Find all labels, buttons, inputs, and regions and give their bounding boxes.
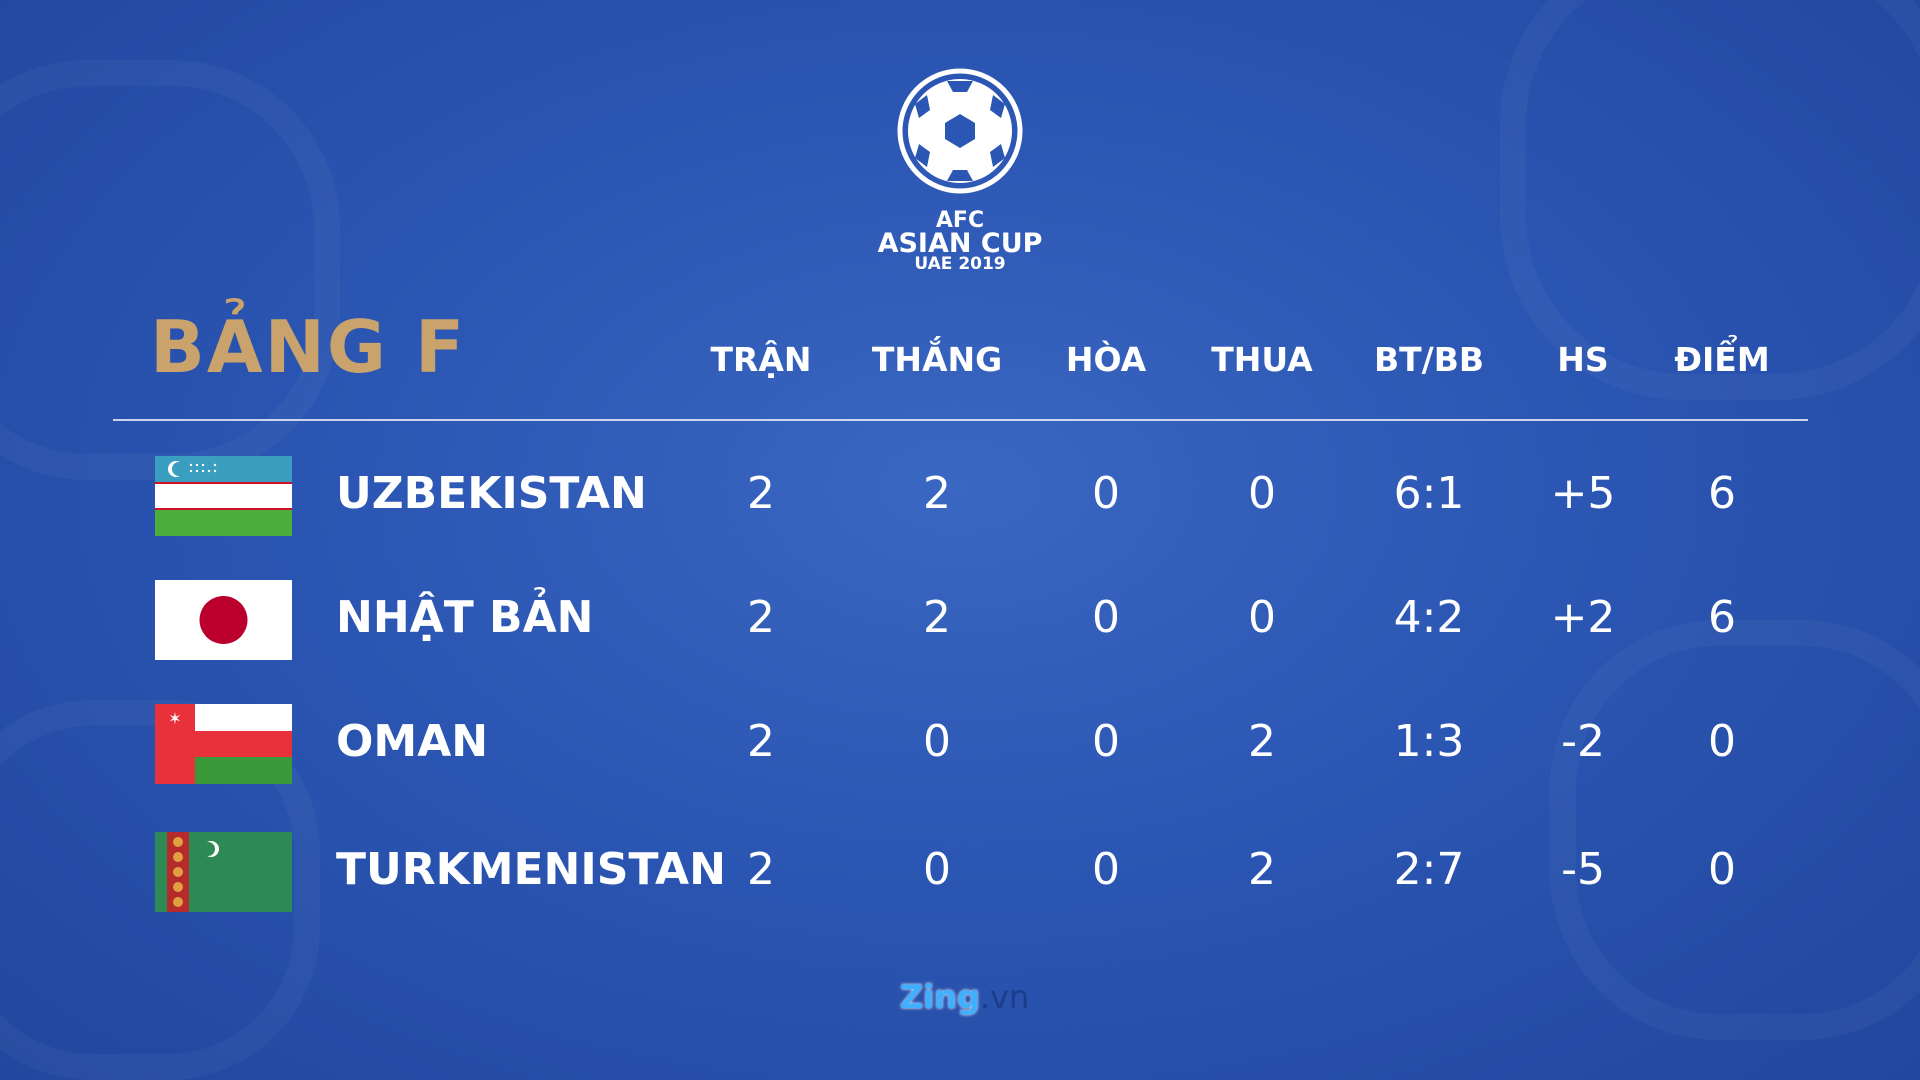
- cell-won: 0: [923, 716, 951, 767]
- cell-lost: 2: [1248, 716, 1276, 767]
- header-lost: THUA: [1211, 340, 1313, 379]
- zing-logo: Zing.vn: [900, 978, 1029, 1016]
- header-drawn: HÒA: [1065, 340, 1147, 379]
- table-row: NHẬT BẢN 2 2 0 0 4:2 +2 6: [0, 570, 1920, 670]
- team-name: TURKMENISTAN: [336, 844, 726, 895]
- header-won: THẮNG: [871, 340, 1003, 379]
- cell-goal-difference: -5: [1561, 844, 1605, 895]
- header-points: ĐIỂM: [1674, 340, 1770, 379]
- cell-goals: 4:2: [1393, 592, 1465, 643]
- uzbekistan-flag-icon: [155, 456, 292, 536]
- cell-goal-difference: +2: [1550, 592, 1616, 643]
- cell-drawn: 0: [1092, 468, 1120, 519]
- cell-drawn: 0: [1092, 844, 1120, 895]
- cell-points: 6: [1708, 592, 1736, 643]
- cell-played: 2: [747, 716, 775, 767]
- cell-goals: 6:1: [1393, 468, 1465, 519]
- cell-goal-difference: -2: [1561, 716, 1605, 767]
- logo-uae-2019: UAE 2019: [914, 254, 1006, 274]
- cell-played: 2: [747, 844, 775, 895]
- cell-lost: 2: [1248, 844, 1276, 895]
- table-row: ✶ OMAN 2 0 0 2 1:3 -2 0: [0, 694, 1920, 794]
- japan-flag-icon: [155, 580, 292, 660]
- zing-brand: Zing: [900, 978, 980, 1016]
- team-name: NHẬT BẢN: [336, 592, 594, 643]
- afc-ball-logo-icon: [897, 68, 1023, 194]
- cell-goals: 2:7: [1393, 844, 1465, 895]
- header-played: TRẬN: [710, 340, 812, 379]
- group-title: BẢNG F: [150, 305, 467, 389]
- table-row: TURKMENISTAN 2 0 0 2 2:7 -5 0: [0, 822, 1920, 922]
- cell-won: 2: [923, 468, 951, 519]
- cell-won: 2: [923, 592, 951, 643]
- cell-drawn: 0: [1092, 716, 1120, 767]
- cell-goal-difference: +5: [1550, 468, 1616, 519]
- table-row: UZBEKISTAN 2 2 0 0 6:1 +5 6: [0, 446, 1920, 546]
- logo-asian-cup: ASIAN CUP: [877, 228, 1043, 259]
- oman-flag-icon: ✶: [155, 704, 292, 784]
- cell-lost: 0: [1248, 592, 1276, 643]
- team-name: OMAN: [336, 716, 489, 767]
- cell-points: 0: [1708, 716, 1736, 767]
- cell-goals: 1:3: [1393, 716, 1465, 767]
- header-divider: [113, 419, 1808, 421]
- cell-points: 6: [1708, 468, 1736, 519]
- zing-suffix: .vn: [979, 978, 1030, 1016]
- cell-won: 0: [923, 844, 951, 895]
- header-goals: BT/BB: [1373, 340, 1485, 379]
- header-goal-difference: HS: [1557, 340, 1609, 379]
- cell-drawn: 0: [1092, 592, 1120, 643]
- turkmenistan-flag-icon: [155, 832, 292, 912]
- team-name: UZBEKISTAN: [336, 468, 647, 519]
- cell-played: 2: [747, 468, 775, 519]
- cell-points: 0: [1708, 844, 1736, 895]
- logo-afc: AFC: [935, 208, 985, 233]
- cell-lost: 0: [1248, 468, 1276, 519]
- cell-played: 2: [747, 592, 775, 643]
- svg-text:✶: ✶: [168, 709, 181, 728]
